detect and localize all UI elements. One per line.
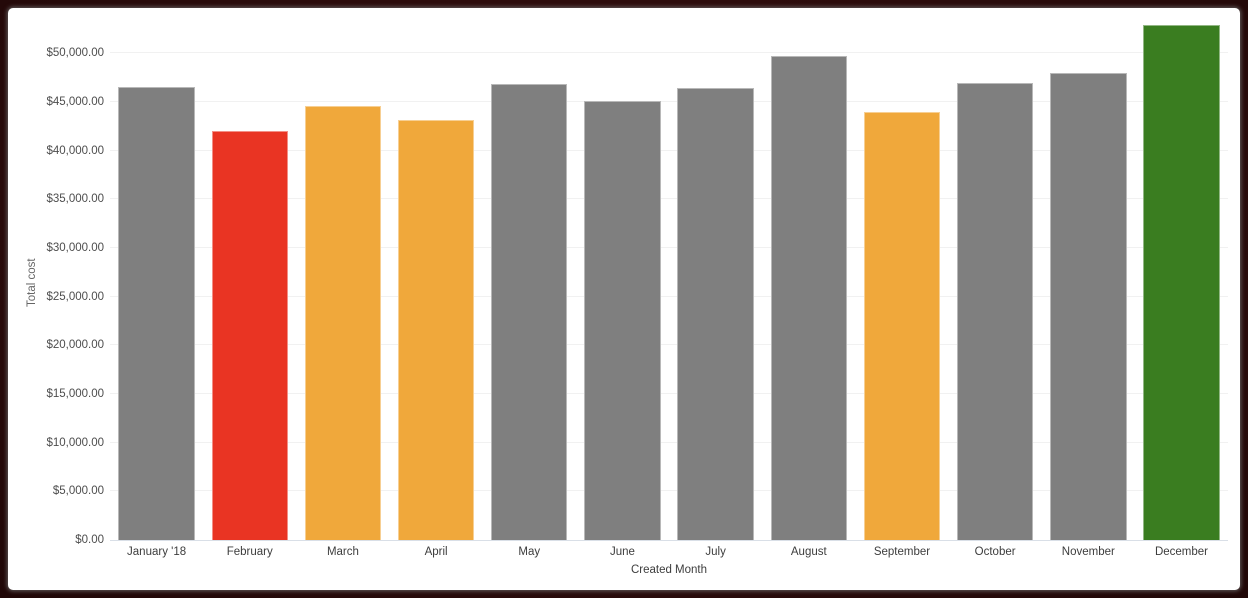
x-tick-label: December [1154,546,1208,558]
x-axis-title: Created Month [110,564,1228,576]
y-tick-label: $0.00 [75,534,104,546]
bar-series [110,25,1228,540]
y-axis-tick-labels: $0.00 $5,000.00 $10,000.00 $15,000.00 $20,00… [8,25,104,546]
gridline [110,441,1228,443]
bar-december[interactable] [1143,25,1220,540]
bar-june[interactable] [584,100,661,540]
bar-april[interactable] [397,120,475,540]
bar-august[interactable] [770,56,847,540]
x-axis-title-label: Created Month [630,564,708,576]
bar-march[interactable] [304,105,382,540]
plot-area [110,25,1228,541]
chart-card: Total cost $0.00 $5,000.00 $10,000.00 $15,0… [8,8,1240,590]
bar-slot [203,25,296,540]
x-tick-label: February [226,546,273,558]
gridline [110,100,1228,102]
y-tick-label: $45,000.00 [46,95,104,108]
y-tick-label: $20,000.00 [46,339,104,352]
bar-slot [576,25,669,540]
y-tick-label: $15,000.00 [46,387,104,400]
gridline [110,149,1228,151]
x-tick-label: November [1061,546,1115,558]
bar-may[interactable] [491,84,568,540]
bar-november[interactable] [1050,72,1127,540]
bar-slot [110,25,203,540]
x-tick-label: March [326,546,359,558]
x-tick-label: January '18 [127,546,187,558]
gridline [110,392,1228,394]
y-tick-label: $35,000.00 [46,193,104,206]
x-tick-label: August [790,546,827,558]
bar-slot [296,25,389,540]
x-tick-label: June [609,546,635,558]
x-tick-label: May [518,546,541,558]
gridline [110,344,1228,346]
bar-january-18[interactable] [118,87,195,540]
x-tick-label: October [974,546,1016,558]
x-tick-label: April [424,546,448,558]
y-tick-label: $25,000.00 [46,290,104,303]
bar-slot [949,25,1042,540]
x-axis-tick-labels: January '18 February March April May June July… [110,546,1228,558]
y-tick-label: $5,000.00 [52,485,104,498]
bar-february[interactable] [211,131,288,540]
bar-july[interactable] [677,88,754,540]
gridline [110,198,1228,200]
gridline [110,490,1228,492]
bar-slot [855,25,948,540]
bar-slot [1135,25,1228,540]
y-tick-label: $10,000.00 [46,436,104,449]
bar-slot [1042,25,1135,540]
gridline [110,52,1228,54]
bar-september[interactable] [863,111,941,540]
bar-slot [483,25,576,540]
bar-slot [390,25,483,540]
y-tick-label: $30,000.00 [46,241,104,254]
gridline [110,246,1228,248]
bar-slot [762,25,855,540]
bar-october[interactable] [956,83,1034,540]
y-tick-label: $40,000.00 [46,144,104,157]
bar-slot [669,25,762,540]
x-tick-label: July [705,546,726,558]
x-tick-label: September [873,546,931,558]
y-tick-label: $50,000.00 [46,47,104,60]
gridline [110,295,1228,297]
